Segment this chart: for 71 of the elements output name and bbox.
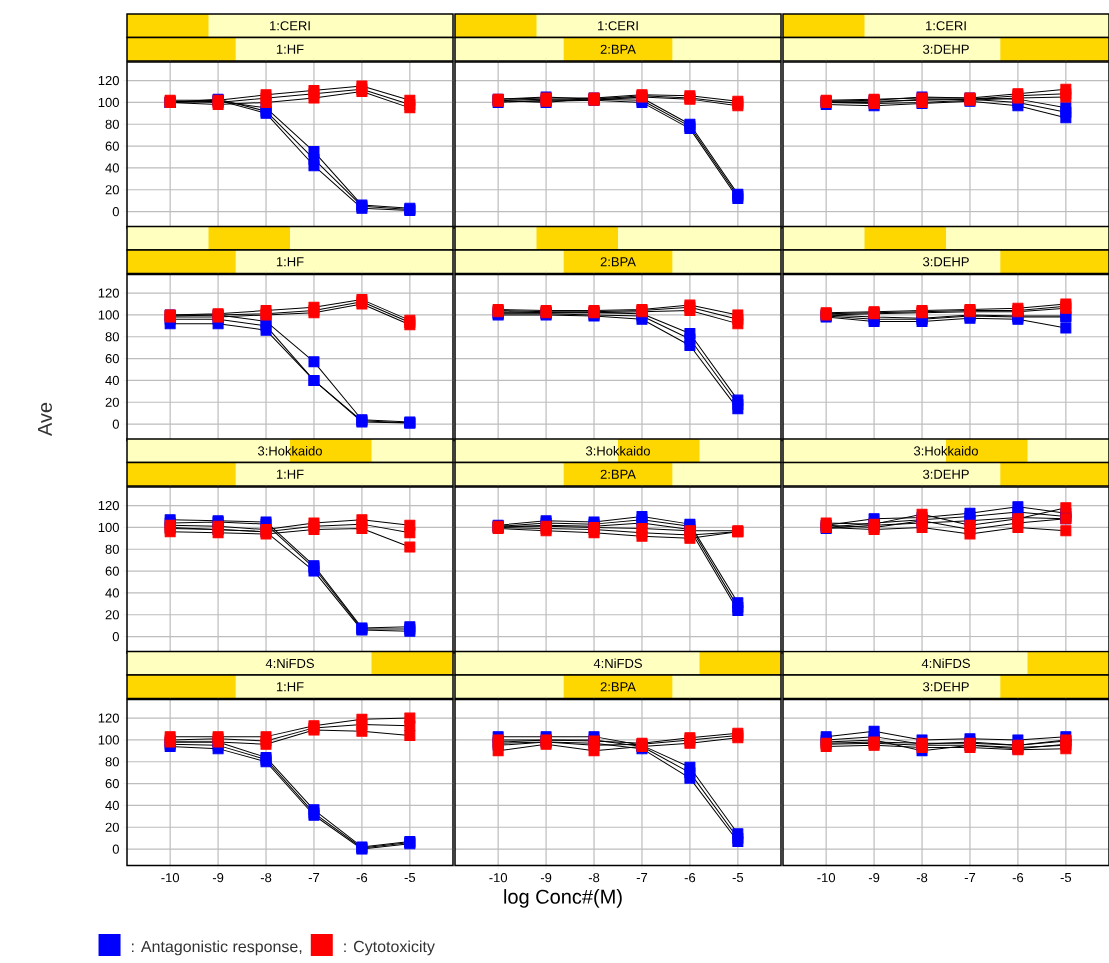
chart-subtitle: 1:HF bbox=[276, 44, 304, 54]
x-tick-label: -10 bbox=[817, 873, 836, 883]
x-tick-label: -5 bbox=[404, 873, 416, 883]
y-tick-label: 40 bbox=[105, 163, 119, 173]
x-tick-label: -6 bbox=[1012, 873, 1024, 883]
chart-subtitle: 2:BPA bbox=[600, 257, 636, 267]
y-tick-label: 100 bbox=[98, 97, 119, 108]
x-axis-title: log Conc#(M) bbox=[504, 889, 622, 908]
chart-subtitle: 1:HF bbox=[276, 469, 304, 479]
x-tick-label: -10 bbox=[489, 873, 508, 883]
y-tick-label: 120 bbox=[98, 288, 119, 298]
x-tick-label: -6 bbox=[684, 873, 696, 883]
chart-subtitle: 2:BPA bbox=[600, 469, 636, 479]
y-tick-label: 100 bbox=[98, 522, 119, 533]
y-tick-label: 0 bbox=[112, 207, 119, 217]
y-tick-label: 120 bbox=[98, 713, 119, 723]
x-tick-label: -5 bbox=[1060, 873, 1072, 883]
y-tick-label: 20 bbox=[105, 185, 119, 195]
x-tick-label: -9 bbox=[212, 873, 224, 883]
chart-title: 1:CERI bbox=[926, 21, 966, 31]
y-tick-label: 80 bbox=[105, 332, 119, 342]
chart-subtitle: 3:DEHP bbox=[923, 44, 969, 54]
y-tick-label: 20 bbox=[105, 397, 119, 407]
x-tick-label: -5 bbox=[732, 873, 744, 883]
legend-label: : Cytotoxicity bbox=[344, 940, 435, 956]
y-tick-label: 40 bbox=[105, 800, 119, 811]
y-axis-title: Ave bbox=[38, 402, 52, 437]
x-tick-label: -9 bbox=[540, 873, 552, 883]
chart-title: 3:Hokkaido bbox=[257, 445, 322, 456]
y-tick-label: 60 bbox=[105, 566, 119, 576]
x-tick-label: -8 bbox=[916, 873, 928, 883]
chart-subtitle: 2:BPA bbox=[600, 44, 636, 54]
chart-subtitle: 2:BPA bbox=[600, 682, 636, 692]
y-tick-label: 0 bbox=[112, 419, 119, 429]
legend-label: : Antagonistic response, bbox=[132, 940, 302, 956]
y-tick-label: 120 bbox=[98, 75, 119, 86]
x-tick-label: -7 bbox=[308, 873, 320, 882]
chart-subtitle: 1:HF bbox=[276, 257, 304, 267]
y-tick-label: 20 bbox=[105, 822, 119, 832]
chart-title: 4:NiFDS bbox=[265, 658, 314, 669]
y-tick-label: 40 bbox=[105, 375, 119, 386]
chart-subtitle: 1:HF bbox=[276, 682, 304, 692]
y-tick-label: 60 bbox=[105, 353, 119, 364]
chart-title: 1:CERI bbox=[270, 21, 310, 31]
chart-subtitle: 3:DEHP bbox=[923, 257, 969, 267]
x-tick-label: -8 bbox=[260, 873, 272, 883]
y-tick-label: 100 bbox=[98, 735, 119, 745]
chart-title: 3:Hokkaido bbox=[913, 445, 978, 456]
y-tick-label: 60 bbox=[105, 141, 119, 151]
chart-title: 1:CERI bbox=[598, 21, 638, 31]
y-tick-label: 80 bbox=[105, 119, 119, 129]
chart-subtitle: 3:DEHP bbox=[923, 469, 969, 479]
x-tick-label: -7 bbox=[964, 873, 976, 882]
chart-subtitle: 3:DEHP bbox=[923, 682, 969, 692]
chart-title: 3:Hokkaido bbox=[585, 445, 650, 456]
x-tick-label: -7 bbox=[636, 873, 648, 882]
chart-title: 4:NiFDS bbox=[921, 658, 970, 669]
y-tick-label: 0 bbox=[112, 844, 119, 854]
y-tick-label: 100 bbox=[98, 310, 119, 320]
y-tick-label: 0 bbox=[112, 632, 119, 642]
x-tick-label: -6 bbox=[356, 873, 368, 883]
y-tick-label: 80 bbox=[105, 544, 119, 554]
y-tick-label: 80 bbox=[105, 757, 119, 767]
x-tick-label: -8 bbox=[588, 873, 600, 883]
y-tick-label: 40 bbox=[105, 588, 119, 598]
x-tick-label: -10 bbox=[161, 873, 180, 883]
y-tick-label: 120 bbox=[98, 500, 119, 511]
y-tick-label: 20 bbox=[105, 610, 119, 620]
y-tick-label: 60 bbox=[105, 778, 119, 789]
chart-title: 4:NiFDS bbox=[593, 658, 642, 669]
x-tick-label: -9 bbox=[868, 873, 880, 883]
